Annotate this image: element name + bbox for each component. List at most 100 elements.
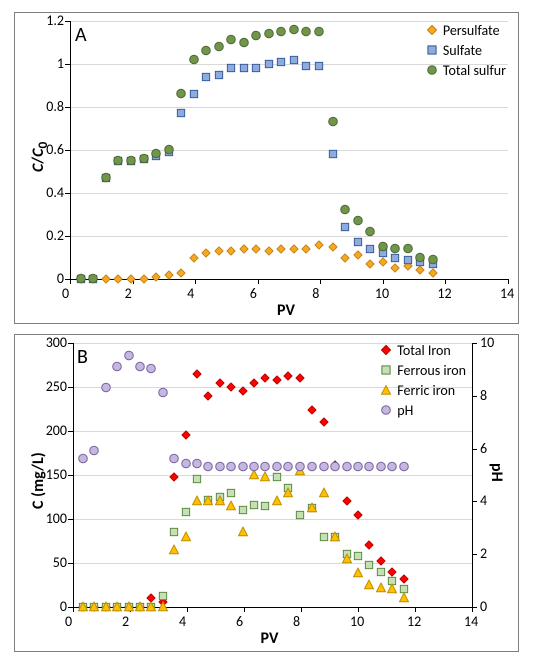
y-right-tick-label: 0 (480, 598, 487, 615)
panel-b: B 050100150200250300024681002468101214PV… (14, 334, 519, 652)
data-point (364, 576, 374, 595)
data-point (152, 267, 161, 286)
x-tick-label: 4 (187, 285, 194, 302)
data-point (135, 357, 145, 376)
data-point (328, 145, 337, 164)
data-point (301, 22, 311, 41)
y-right-tick-label: 8 (480, 387, 487, 404)
data-point (260, 458, 270, 477)
legend-label: Total sulfur (443, 62, 506, 79)
data-point (203, 458, 213, 477)
legend-label: Sulfate (443, 42, 482, 59)
data-point (101, 598, 111, 617)
data-point (387, 580, 397, 599)
x-tick-label: 6 (250, 285, 257, 302)
panel-a-letter: A (75, 23, 87, 47)
data-point (76, 270, 86, 289)
panel-b-letter: B (77, 345, 88, 369)
figure: A 00.20.40.60.811.202468101214PVC/C0Pers… (0, 0, 533, 663)
data-point (113, 151, 123, 170)
data-point (189, 50, 199, 69)
x-axis-label: PV (261, 629, 279, 648)
y-tick-label: 0.4 (46, 184, 64, 201)
y-axis-label: C/C0 (29, 142, 51, 172)
data-point (376, 578, 386, 597)
data-point (192, 492, 202, 511)
y-right-axis-label: pH (487, 463, 506, 482)
data-point (181, 426, 190, 445)
ph-icon (381, 402, 391, 419)
legend-item: Sulfate (427, 41, 506, 59)
ferric-iron-icon (381, 382, 391, 399)
data-point (428, 250, 438, 269)
x-tick-label: 14 (500, 285, 514, 302)
data-point (169, 450, 179, 469)
y-left-tick-label: 100 (46, 510, 67, 527)
data-point (314, 57, 323, 76)
legend-label: Total Iron (397, 342, 450, 359)
data-point (264, 24, 274, 43)
data-point (251, 27, 261, 46)
data-point (308, 400, 317, 419)
data-point (214, 37, 224, 56)
panel-a: A 00.20.40.60.811.202468101214PVC/C0Pers… (14, 12, 519, 324)
x-tick-label: 10 (375, 285, 389, 302)
data-point (341, 218, 350, 237)
legend-item: Total sulfur (427, 61, 506, 79)
data-point (181, 502, 190, 521)
data-point (214, 65, 223, 84)
gridline (73, 519, 472, 520)
data-point (249, 458, 259, 477)
data-point (264, 242, 273, 261)
data-point (127, 270, 136, 289)
data-point (390, 239, 400, 258)
persulfate-icon (427, 22, 437, 39)
data-point (239, 59, 248, 78)
data-point (78, 598, 88, 617)
data-point (387, 458, 397, 477)
data-point (272, 370, 281, 389)
data-point (238, 501, 247, 520)
ferrous-iron-icon (381, 362, 391, 379)
x-tick-label: 12 (437, 285, 451, 302)
data-point (176, 85, 186, 104)
data-point (261, 496, 270, 515)
x-tick-label: 0 (62, 285, 69, 302)
data-point (249, 495, 258, 514)
data-point (252, 239, 261, 258)
legend: Total IronFerrous ironFerric ironpH (381, 341, 466, 421)
data-point (170, 523, 179, 542)
data-point (139, 270, 148, 289)
data-point (319, 483, 329, 502)
gridline (70, 236, 508, 237)
data-point (277, 52, 286, 71)
y-left-tick-label: 250 (46, 378, 67, 395)
x-tick-label: 12 (407, 613, 421, 630)
data-point (328, 113, 338, 132)
data-point (181, 455, 191, 474)
data-point (272, 458, 282, 477)
data-point (252, 59, 261, 78)
data-point (89, 442, 99, 461)
y-left-tick-label: 50 (53, 554, 67, 571)
data-point (239, 33, 249, 52)
data-point (88, 270, 98, 289)
y-tick-label: 1.2 (46, 12, 64, 29)
total-iron-icon (381, 342, 391, 359)
data-point (124, 598, 134, 617)
data-point (177, 263, 186, 282)
data-point (158, 384, 168, 403)
data-point (169, 540, 179, 559)
data-point (238, 458, 248, 477)
data-point (399, 589, 409, 608)
total-sulfur-icon (427, 62, 437, 79)
legend: PersulfateSulfateTotal sulfur (427, 21, 506, 81)
data-point (319, 527, 328, 546)
data-point (238, 523, 248, 542)
data-point (124, 347, 134, 366)
data-point (192, 364, 201, 383)
data-point (264, 55, 273, 74)
data-point (202, 67, 211, 86)
legend-label: pH (397, 402, 413, 419)
data-point (340, 201, 350, 220)
